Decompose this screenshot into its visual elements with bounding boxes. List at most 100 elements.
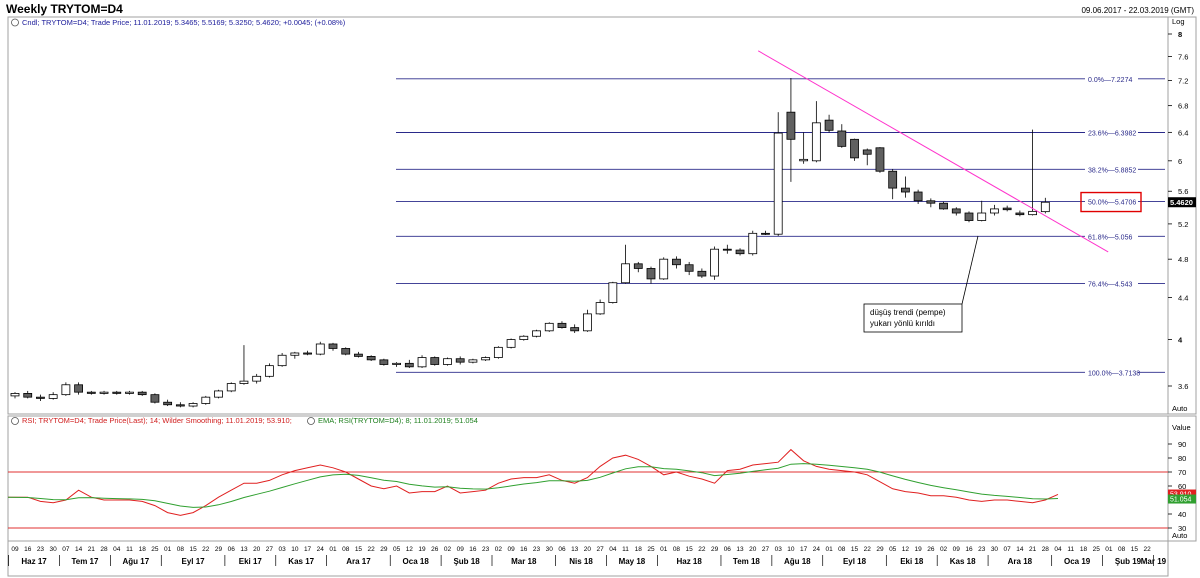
series-ema[interactable] xyxy=(7,463,1059,508)
candle[interactable] xyxy=(239,345,249,385)
candle[interactable] xyxy=(354,351,363,358)
candle[interactable] xyxy=(1015,210,1025,217)
candle[interactable] xyxy=(303,350,312,356)
candle[interactable] xyxy=(455,356,465,365)
candle[interactable] xyxy=(163,399,173,407)
rsi-auto-label[interactable]: Auto xyxy=(1172,531,1187,540)
candle[interactable] xyxy=(214,389,223,399)
candle[interactable] xyxy=(61,382,71,396)
week-tick-label: 04 xyxy=(609,546,617,553)
candle[interactable] xyxy=(722,244,732,254)
candle[interactable] xyxy=(570,324,580,333)
candle[interactable] xyxy=(557,321,567,329)
candle[interactable] xyxy=(773,112,783,236)
candle[interactable] xyxy=(315,341,325,356)
candle[interactable] xyxy=(36,394,45,401)
scale-label[interactable]: Log xyxy=(1172,17,1185,26)
candle[interactable] xyxy=(608,281,618,304)
candle[interactable] xyxy=(824,114,834,133)
candle[interactable] xyxy=(748,230,758,256)
candle[interactable] xyxy=(137,390,147,396)
candle[interactable] xyxy=(913,189,923,205)
price-auto-label[interactable]: Auto xyxy=(1172,404,1187,413)
candle[interactable] xyxy=(379,358,389,366)
candle[interactable] xyxy=(862,148,872,166)
candle[interactable] xyxy=(837,124,847,148)
candle[interactable] xyxy=(901,176,910,198)
candle[interactable] xyxy=(633,261,643,273)
candle[interactable] xyxy=(888,168,898,200)
rsi-panel[interactable] xyxy=(7,415,1169,542)
candle[interactable] xyxy=(175,402,185,408)
month-label: Ara 18 xyxy=(1008,557,1033,566)
candle[interactable] xyxy=(86,390,96,395)
candle[interactable] xyxy=(150,393,160,404)
candle[interactable] xyxy=(583,309,592,332)
candle[interactable] xyxy=(990,204,999,216)
candle[interactable] xyxy=(290,351,300,359)
price-legend-icon[interactable] xyxy=(11,18,19,27)
candle[interactable] xyxy=(532,329,541,338)
candle[interactable] xyxy=(951,207,961,216)
candle[interactable] xyxy=(659,257,669,280)
candle[interactable] xyxy=(74,382,83,395)
candle[interactable] xyxy=(277,352,287,367)
candle[interactable] xyxy=(672,256,681,269)
candle[interactable] xyxy=(468,358,478,364)
candle[interactable] xyxy=(443,357,452,366)
candle[interactable] xyxy=(366,355,376,362)
candle[interactable] xyxy=(23,390,33,399)
candle[interactable] xyxy=(404,359,414,369)
candle[interactable] xyxy=(48,392,58,400)
candle[interactable] xyxy=(544,322,554,332)
candle[interactable] xyxy=(226,382,236,393)
candle[interactable] xyxy=(506,338,516,349)
candle[interactable] xyxy=(201,395,211,405)
candle[interactable] xyxy=(417,355,427,369)
candle[interactable] xyxy=(977,200,987,222)
ema-legend-icon[interactable] xyxy=(307,417,315,425)
candle[interactable] xyxy=(392,362,402,367)
candle[interactable] xyxy=(621,244,630,284)
candle[interactable] xyxy=(10,392,20,399)
candle[interactable] xyxy=(926,198,936,208)
candle[interactable] xyxy=(264,363,274,378)
candle[interactable] xyxy=(99,390,109,395)
candle[interactable] xyxy=(328,342,338,351)
candle[interactable] xyxy=(697,268,707,278)
month-label: Ağu 18 xyxy=(784,557,811,566)
candle[interactable] xyxy=(125,390,134,395)
candle[interactable] xyxy=(430,356,440,366)
candle[interactable] xyxy=(493,346,503,359)
candle[interactable] xyxy=(786,78,796,182)
candle[interactable] xyxy=(481,356,491,362)
candle[interactable] xyxy=(646,266,656,284)
candle[interactable] xyxy=(1002,205,1012,212)
week-tick-label: 12 xyxy=(406,546,414,553)
series-rsi[interactable] xyxy=(8,448,1059,516)
week-tick-label: 11 xyxy=(1067,546,1074,553)
rsi-legend-icon[interactable] xyxy=(11,417,19,425)
week-tick-label: 12 xyxy=(902,546,910,553)
price-panel[interactable] xyxy=(7,16,1169,415)
candle[interactable] xyxy=(939,201,948,210)
annotation-box[interactable] xyxy=(863,303,963,333)
candle[interactable] xyxy=(519,335,529,341)
candle[interactable] xyxy=(761,230,770,236)
candle[interactable] xyxy=(799,132,809,164)
candle[interactable] xyxy=(850,138,859,161)
candle[interactable] xyxy=(252,373,262,384)
candle[interactable] xyxy=(595,299,605,315)
candle[interactable] xyxy=(875,147,885,173)
candle[interactable] xyxy=(735,248,745,256)
candle[interactable] xyxy=(710,246,719,280)
candle[interactable] xyxy=(112,390,122,395)
candle[interactable] xyxy=(811,101,821,163)
downtrend-line[interactable] xyxy=(757,50,1109,253)
candle[interactable] xyxy=(964,211,974,223)
candle[interactable] xyxy=(1040,197,1050,214)
candle[interactable] xyxy=(341,347,351,356)
candle[interactable] xyxy=(1028,129,1037,216)
candle[interactable] xyxy=(684,261,694,276)
candle[interactable] xyxy=(188,402,198,408)
